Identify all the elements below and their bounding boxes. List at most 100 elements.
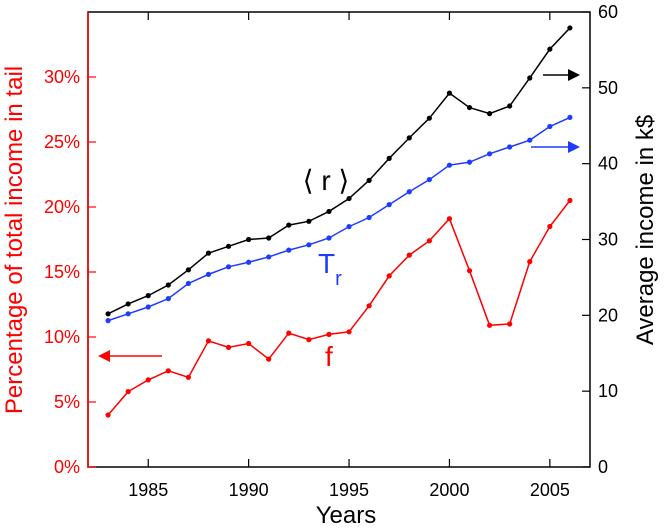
series-label-tail: Tr [318,248,342,290]
data-point-mean [246,236,252,243]
data-point-mean [406,135,412,141]
x-tick-label: 2005 [530,480,570,500]
data-point-tail [105,318,111,324]
data-point-fraction [366,303,372,309]
x-tick-label: 2000 [429,480,469,500]
data-point-mean [306,218,312,224]
right-y-axis-ticks: 0 10 20 30 40 50 60 [582,2,618,477]
series-label-mean: ⟨ r ⟩ [303,165,350,196]
data-point-mean [145,293,151,299]
right-y-tick-label: 0 [598,457,608,477]
x-tick-label: 1990 [229,480,269,500]
data-point-tail [286,247,292,253]
data-point-mean [567,25,573,31]
right-y-tick-label: 40 [598,154,618,174]
data-point-mean [507,103,513,109]
data-point-tail [386,202,392,208]
left-y-tick-label: 5% [54,392,80,412]
data-point-fraction [487,322,493,328]
data-point-mean [185,267,191,273]
x-tick-label: 1995 [329,480,369,500]
x-axis-ticks: 1985 1990 1995 2000 2005 [128,12,570,500]
data-point-fraction [185,374,191,380]
left-y-tick-label: 15% [44,262,80,282]
right-axis-arrow-tail [531,141,580,153]
data-point-tail [145,304,151,310]
data-point-fraction [326,331,332,337]
data-point-mean [346,195,352,202]
right-y-tick-label: 10 [598,381,618,401]
data-point-fraction [446,216,453,222]
right-y-tick-label: 20 [598,305,618,325]
data-point-mean [446,90,453,96]
x-tick-label: 1985 [128,480,168,500]
data-point-fraction [567,197,573,204]
data-point-mean [386,155,392,161]
data-point-tail [406,189,412,195]
data-point-fraction [386,273,392,279]
data-point-fraction [507,321,513,327]
data-point-mean [105,311,111,317]
right-y-tick-label: 50 [598,78,618,98]
data-point-mean [165,282,171,288]
data-point-mean [286,222,292,228]
data-point-mean [326,208,332,215]
data-point-mean [547,46,553,52]
data-point-fraction [145,377,151,383]
data-point-fraction [165,368,171,374]
data-point-tail [306,242,312,248]
data-point-fraction [286,330,292,336]
series-line-tail [107,116,571,322]
x-axis-title: Years [316,502,377,529]
left-axis-arrow [98,350,162,362]
data-point-tail [326,235,332,241]
right-y-tick-label: 60 [598,2,618,22]
series-line-mean [107,27,571,315]
data-point-tail [205,271,212,277]
series-line-fraction [107,200,571,416]
data-point-tail [527,137,533,143]
data-point-tail [446,162,453,168]
data-point-fraction [225,344,232,350]
data-point-fraction [426,238,432,244]
left-y-tick-label: 0% [54,457,80,477]
data-point-mean [366,177,372,183]
data-point-tail [125,311,131,317]
data-point-fraction [105,412,111,418]
series-label-fraction: f [325,341,333,372]
left-y-tick-label: 30% [44,67,80,87]
right-y-tick-label: 30 [598,230,618,250]
data-point-fraction [205,338,212,344]
data-point-tail [246,259,252,265]
data-point-mean [225,243,232,249]
data-point-tail [225,264,232,270]
left-y-tick-label: 10% [44,327,80,347]
data-point-tail [466,159,473,165]
data-point-tail [426,176,432,183]
data-point-fraction [346,329,352,335]
data-point-fraction [527,259,533,265]
data-point-tail [547,123,553,130]
left-y-axis-ticks: 0% 5% 10% 15% 20% 25% 30% [44,67,96,477]
data-point-fraction [466,268,473,274]
data-point-fraction [306,337,312,343]
left-y-tick-label: 20% [44,197,80,217]
data-point-fraction [406,252,412,258]
data-point-mean [205,250,212,256]
data-point-tail [346,224,352,230]
data-point-mean [487,111,493,117]
data-point-tail [487,151,493,157]
left-y-axis-title: Percentage of total income in tail [1,66,28,414]
data-point-mean [527,75,533,81]
plot-frame [87,11,591,468]
data-point-fraction [246,340,252,347]
data-point-fraction [266,356,272,362]
data-point-tail [507,144,513,150]
series-layer [105,25,573,418]
data-point-fraction [547,223,553,230]
right-axis-arrow-mean [543,69,580,81]
data-point-mean [426,115,432,121]
right-y-axis-title: Average income in k$ [632,115,659,345]
data-point-mean [466,104,473,111]
